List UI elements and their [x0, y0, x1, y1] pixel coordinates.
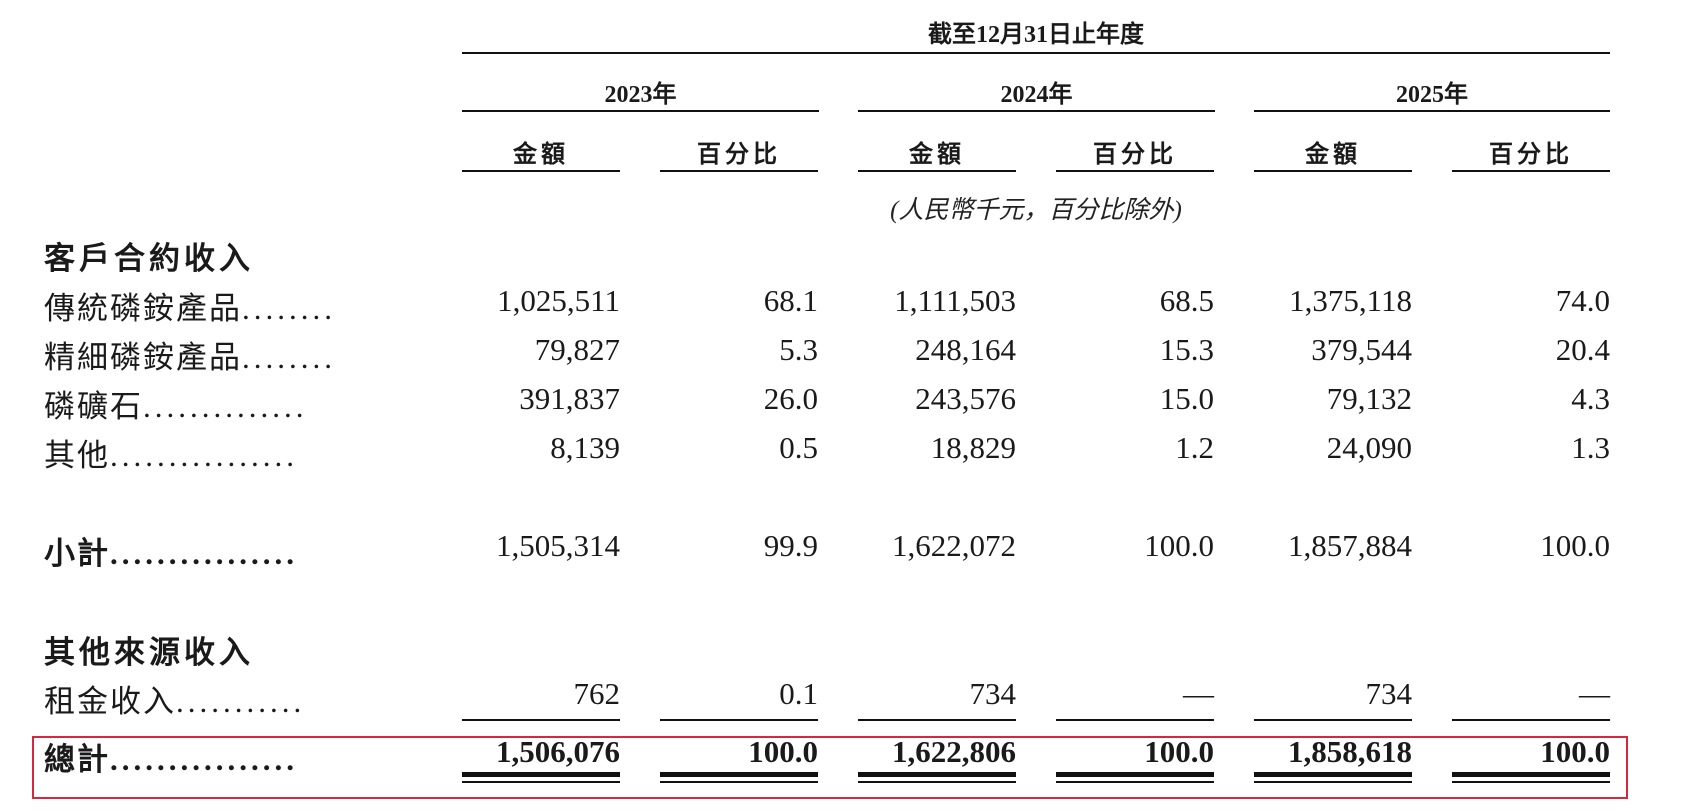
total-double-rule	[858, 772, 1016, 777]
percent-header-2023: 百分比	[697, 142, 781, 168]
cell-fine-percent-2025: 20.4	[1555, 332, 1610, 367]
year-2023-header: 2023年	[604, 82, 677, 108]
cell-fine-amount-2025: 379,544	[1311, 332, 1412, 367]
cell-traditional-percent-2024: 68.5	[1159, 283, 1214, 318]
cell-rock-percent-2024: 15.0	[1159, 381, 1214, 416]
cell-traditional-percent-2023: 68.1	[763, 283, 818, 318]
total-double-rule	[660, 781, 818, 783]
total-top-rule	[1056, 719, 1214, 721]
amount-header-2025: 金額	[1305, 142, 1361, 168]
unit-note: (人民幣千元，百分比除外)	[890, 197, 1182, 224]
cell-rental-amount-2025: 734	[1365, 676, 1413, 711]
cell-others-percent-2025: 1.3	[1571, 430, 1610, 465]
total-double-rule	[1254, 781, 1412, 783]
cell-others-percent-2023: 0.5	[779, 430, 818, 465]
total-double-rule	[1452, 772, 1610, 777]
total-double-rule	[858, 781, 1016, 783]
period-rule	[462, 52, 1610, 54]
cell-total-percent-2023: 100.0	[748, 734, 818, 769]
total-top-rule	[1254, 719, 1412, 721]
row-label-subtotal: 小計................	[44, 536, 298, 571]
total-top-rule	[1452, 719, 1610, 721]
total-double-rule	[1056, 772, 1214, 777]
section-other-revenue: 其他來源收入	[44, 635, 254, 670]
cell-traditional-amount-2025: 1,375,118	[1289, 283, 1412, 318]
year-2025-rule	[1254, 110, 1610, 112]
cell-others-amount-2025: 24,090	[1326, 430, 1412, 465]
cell-total-percent-2024: 100.0	[1144, 734, 1214, 769]
total-double-rule	[462, 772, 620, 777]
percent-header-2024: 百分比	[1093, 142, 1177, 168]
col-rule	[1254, 170, 1412, 172]
row-label-traditional: 傳統磷銨產品........	[44, 291, 336, 326]
cell-rock-amount-2024: 243,576	[915, 381, 1016, 416]
cell-subtotal-amount-2024: 1,622,072	[892, 528, 1016, 563]
cell-fine-percent-2024: 15.3	[1159, 332, 1214, 367]
cell-others-percent-2024: 1.2	[1175, 430, 1214, 465]
cell-traditional-amount-2023: 1,025,511	[497, 283, 620, 318]
cell-rental-amount-2023: 762	[573, 676, 621, 711]
amount-header-2024: 金額	[909, 142, 965, 168]
cell-rental-percent-2023: 0.1	[779, 676, 818, 711]
col-rule	[660, 170, 818, 172]
cell-rock-amount-2025: 79,132	[1326, 381, 1412, 416]
col-rule	[462, 170, 620, 172]
total-top-rule	[660, 719, 818, 721]
total-double-rule	[1452, 781, 1610, 783]
cell-total-amount-2023: 1,506,076	[496, 734, 620, 769]
year-2024-rule	[858, 110, 1215, 112]
cell-total-amount-2024: 1,622,806	[892, 734, 1016, 769]
total-double-rule	[660, 772, 818, 777]
row-label-rock: 磷礦石..............	[44, 389, 308, 424]
col-rule	[1056, 170, 1214, 172]
cell-rental-amount-2024: 734	[969, 676, 1017, 711]
year-2024-header: 2024年	[1000, 82, 1073, 108]
year-2025-header: 2025年	[1396, 82, 1468, 108]
total-double-rule	[1254, 772, 1412, 777]
cell-fine-amount-2024: 248,164	[915, 332, 1016, 367]
cell-total-amount-2025: 1,858,618	[1288, 734, 1412, 769]
period-header: 截至12月31日止年度	[928, 22, 1144, 48]
cell-traditional-percent-2025: 74.0	[1555, 283, 1610, 318]
cell-subtotal-percent-2024: 100.0	[1144, 528, 1214, 563]
cell-subtotal-percent-2023: 99.9	[763, 528, 818, 563]
total-double-rule	[462, 781, 620, 783]
row-label-rental: 租金收入...........	[44, 684, 306, 719]
col-rule	[1452, 170, 1610, 172]
row-label-total: 總計................	[44, 742, 298, 777]
cell-subtotal-amount-2025: 1,857,884	[1288, 528, 1412, 563]
cell-others-amount-2023: 8,139	[550, 430, 620, 465]
cell-traditional-amount-2024: 1,111,503	[894, 283, 1016, 318]
cell-fine-amount-2023: 79,827	[534, 332, 620, 367]
row-label-others: 其他................	[44, 438, 298, 473]
section-contract-revenue: 客戶合約收入	[44, 241, 254, 276]
amount-header-2023: 金額	[513, 142, 569, 168]
cell-rock-percent-2025: 4.3	[1571, 381, 1610, 416]
cell-total-percent-2025: 100.0	[1540, 734, 1610, 769]
percent-header-2025: 百分比	[1489, 142, 1573, 168]
cell-rock-percent-2023: 26.0	[763, 381, 818, 416]
cell-subtotal-amount-2023: 1,505,314	[496, 528, 620, 563]
cell-rental-percent-2025: —	[1579, 676, 1610, 711]
cell-others-amount-2024: 18,829	[930, 430, 1016, 465]
cell-rock-amount-2023: 391,837	[519, 381, 620, 416]
total-top-rule	[858, 719, 1016, 721]
total-row-highlight-box	[32, 736, 1628, 799]
year-2023-rule	[462, 110, 819, 112]
cell-fine-percent-2023: 5.3	[779, 332, 818, 367]
total-top-rule	[462, 719, 620, 721]
row-label-fine: 精細磷銨產品........	[44, 340, 336, 375]
col-rule	[858, 170, 1016, 172]
cell-subtotal-percent-2025: 100.0	[1540, 528, 1610, 563]
total-double-rule	[1056, 781, 1214, 783]
cell-rental-percent-2024: —	[1183, 676, 1214, 711]
